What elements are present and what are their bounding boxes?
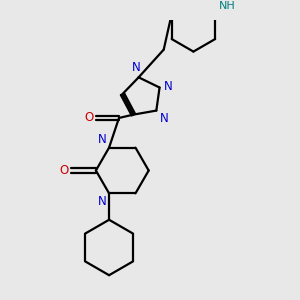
Text: N: N (98, 133, 106, 146)
Text: O: O (59, 164, 68, 177)
Text: O: O (84, 111, 93, 124)
Text: N: N (164, 80, 172, 93)
Text: N: N (98, 195, 106, 208)
Text: N: N (160, 112, 169, 125)
Text: N: N (132, 61, 141, 74)
Text: NH: NH (218, 1, 235, 11)
